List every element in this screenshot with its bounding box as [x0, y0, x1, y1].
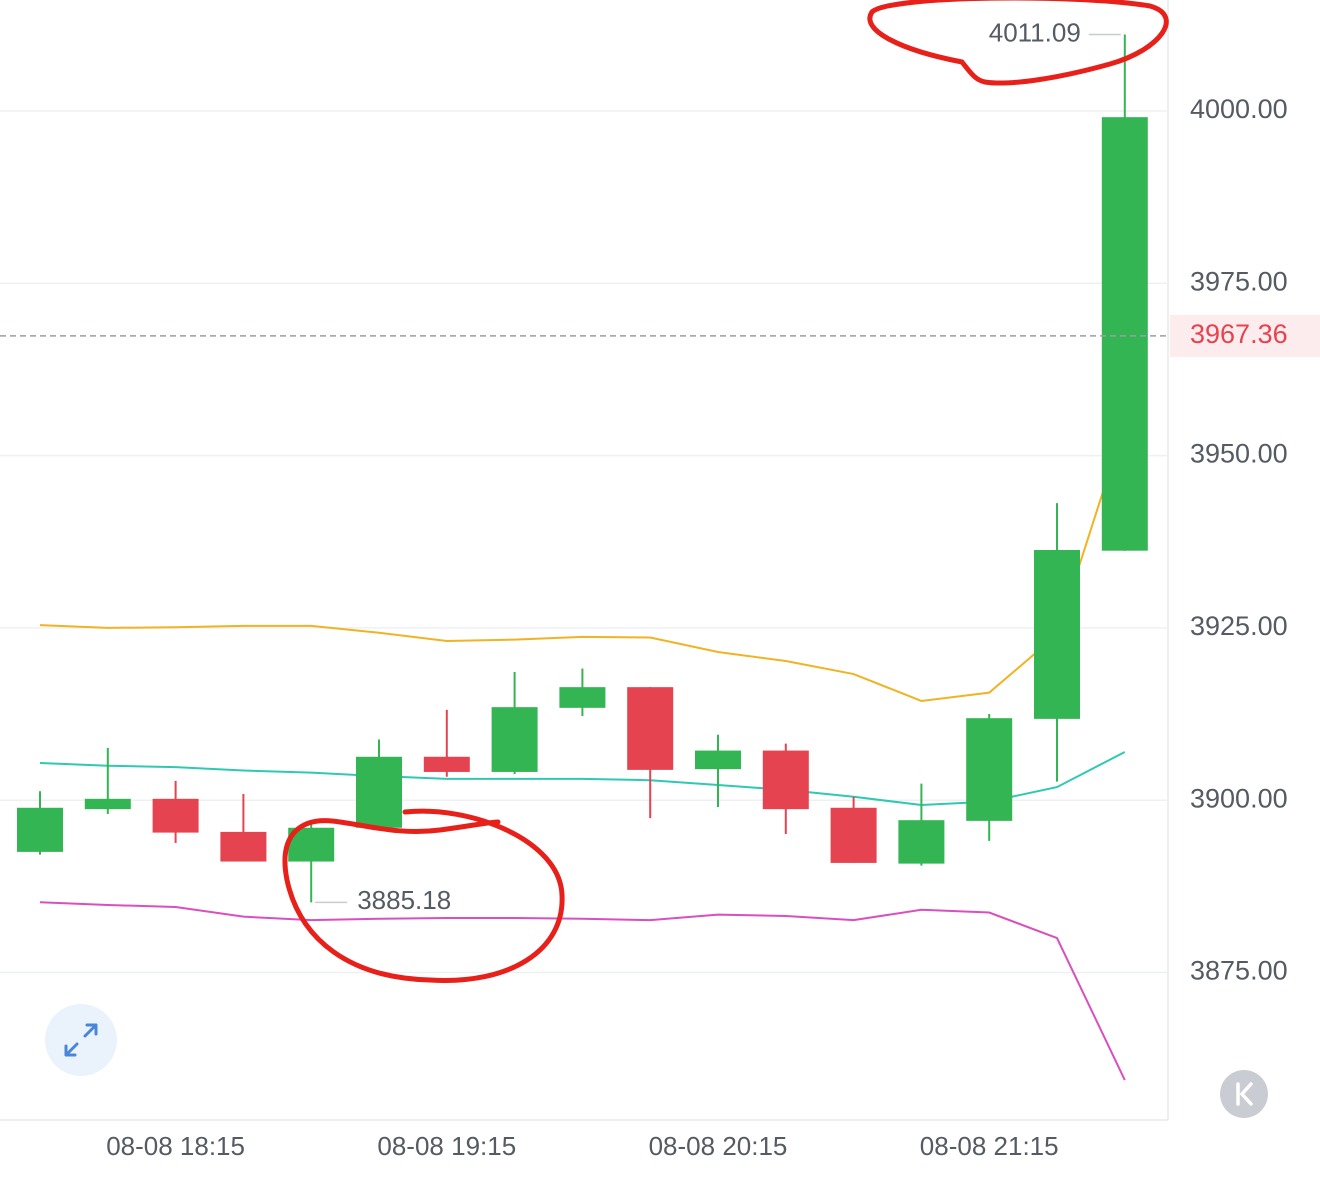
y-tick-label: 4000.00	[1190, 94, 1288, 124]
y-tick-label: 3875.00	[1190, 956, 1288, 986]
candle-body	[966, 718, 1013, 821]
grid	[0, 110, 1168, 974]
y-tick-label: 3975.00	[1190, 266, 1288, 296]
x-tick-label: 08-08 20:15	[649, 1131, 788, 1161]
expand-button[interactable]	[45, 1004, 117, 1076]
low-label: 3885.18	[357, 885, 451, 915]
candle-body	[695, 750, 741, 770]
x-tick-label: 08-08 19:15	[377, 1131, 516, 1161]
candle-body	[830, 807, 877, 863]
candle-body	[356, 756, 402, 828]
annotation-circle	[867, 0, 1169, 86]
candle-body	[220, 831, 267, 862]
candle-body	[1101, 117, 1148, 551]
indicator-line	[39, 901, 1126, 1081]
candle-body	[762, 750, 809, 810]
candles	[17, 34, 1148, 903]
labels: 3875.00 3900.00 3925.00 3950.00 3975.00 4000.…	[0, 17, 1320, 1161]
indicator-line	[39, 423, 1126, 702]
last-price-bg	[1170, 314, 1320, 357]
candle-body	[559, 687, 606, 708]
y-tick-label: 3900.00	[1190, 783, 1288, 813]
candle-body	[17, 807, 63, 852]
annotation-circle	[282, 808, 565, 983]
y-tick-label: 3925.00	[1190, 611, 1288, 641]
candle-body	[1034, 550, 1080, 719]
candle-body	[423, 756, 470, 772]
x-tick-label: 08-08 18:15	[106, 1131, 245, 1161]
indicator-line	[39, 751, 1126, 807]
candle-body	[627, 687, 674, 770]
indicator-lines	[39, 423, 1126, 1081]
high-label: 4011.09	[989, 17, 1081, 47]
candle-body	[491, 707, 538, 772]
scroll-latest-button[interactable]	[1220, 1070, 1268, 1118]
expand-icon	[64, 1023, 98, 1057]
x-tick-label: 08-08 21:15	[920, 1131, 1059, 1161]
scroll-icon	[1236, 1082, 1253, 1106]
expand-button-bg	[45, 1004, 117, 1076]
y-tick-label: 3950.00	[1190, 439, 1288, 469]
candle-body	[152, 798, 199, 833]
candle-body	[84, 798, 131, 810]
last-price-label: 3967.36	[1190, 319, 1288, 349]
candle-body	[898, 820, 945, 864]
